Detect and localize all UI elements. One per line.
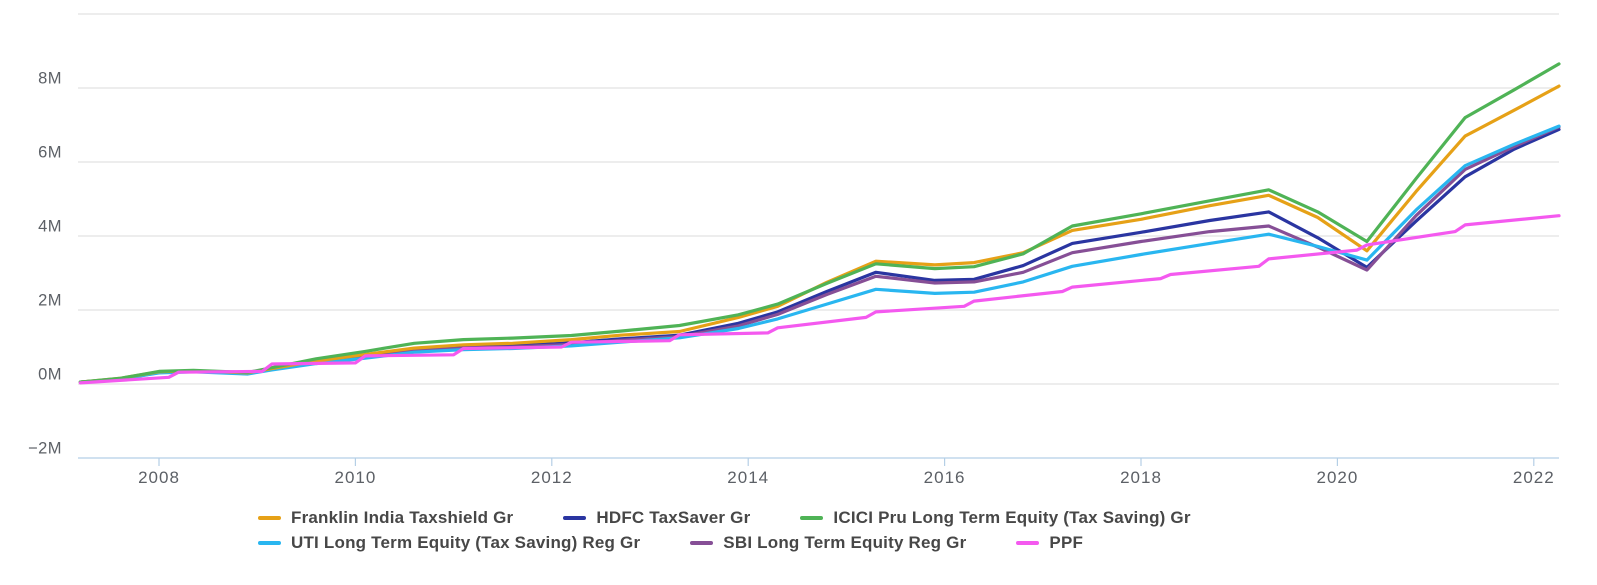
legend-label-icici-pru-long-term-equity-tax-saving-gr: ICICI Pru Long Term Equity (Tax Saving) … <box>833 508 1191 527</box>
x-axis-label-2016: 2016 <box>924 468 966 487</box>
x-axis-label-2008: 2008 <box>138 468 180 487</box>
legend-item-ppf[interactable]: PPF <box>1016 533 1083 553</box>
y-axis-label-4M: 4M <box>38 217 62 235</box>
y-axis-label-2M: 2M <box>38 291 62 309</box>
legend-item-sbi-long-term-equity-reg-gr[interactable]: SBI Long Term Equity Reg Gr <box>690 533 966 553</box>
series-line-icici-pru-long-term-equity-tax-saving-gr[interactable] <box>78 62 1561 384</box>
x-axis-label-2022: 2022 <box>1513 468 1555 487</box>
legend-label-sbi-long-term-equity-reg-gr: SBI Long Term Equity Reg Gr <box>723 533 967 552</box>
legend-swatch-icici-pru-long-term-equity-tax-saving-gr <box>800 516 824 520</box>
legend-swatch-uti-long-term-equity-tax-saving-reg-gr <box>258 541 281 545</box>
x-axis-label-2010: 2010 <box>334 468 376 487</box>
legend-row-2: UTI Long Term Equity (Tax Saving) Reg Gr… <box>258 533 1191 553</box>
legend-item-icici-pru-long-term-equity-tax-saving-gr[interactable]: ICICI Pru Long Term Equity (Tax Saving) … <box>800 508 1190 528</box>
series-line-ppf[interactable] <box>78 214 1561 385</box>
series-line-sbi-long-term-equity-reg-gr[interactable] <box>78 125 1561 384</box>
legend-swatch-hdfc-taxsaver-gr <box>563 516 587 520</box>
y-axis-label-8M: 8M <box>38 69 62 87</box>
legend-swatch-ppf <box>1016 541 1040 545</box>
x-axis-label-2020: 2020 <box>1316 468 1358 487</box>
legend: Franklin India Taxshield Gr HDFC TaxSaver… <box>258 508 1191 553</box>
series-line-franklin-india-taxshield-gr[interactable] <box>78 84 1561 384</box>
series-line-uti-long-term-equity-tax-saving-reg-gr[interactable] <box>78 124 1561 384</box>
legend-item-hdfc-taxsaver-gr[interactable]: HDFC TaxSaver Gr <box>563 508 750 528</box>
y-axis-label-6M: 6M <box>38 143 62 161</box>
legend-label-hdfc-taxsaver-gr: HDFC TaxSaver Gr <box>596 508 751 527</box>
legend-item-franklin-india-taxshield-gr[interactable]: Franklin India Taxshield Gr <box>258 508 513 528</box>
legend-item-uti-long-term-equity-tax-saving-reg-gr[interactable]: UTI Long Term Equity (Tax Saving) Reg Gr <box>258 533 640 553</box>
x-axis-label-2018: 2018 <box>1120 468 1162 487</box>
x-axis-label-2012: 2012 <box>531 468 573 487</box>
legend-label-uti-long-term-equity-tax-saving-reg-gr: UTI Long Term Equity (Tax Saving) Reg Gr <box>291 533 641 552</box>
legend-label-franklin-india-taxshield-gr: Franklin India Taxshield Gr <box>291 508 514 527</box>
legend-swatch-sbi-long-term-equity-reg-gr <box>690 541 714 545</box>
y-axis-label-0M: 0M <box>38 365 62 383</box>
legend-row-1: Franklin India Taxshield Gr HDFC TaxSaver… <box>258 508 1191 528</box>
y-axis-label-−2M: −2M <box>28 439 62 457</box>
x-axis-label-2014: 2014 <box>727 468 769 487</box>
plot-svg: 8M 6M 4M 2M 0M −2M 2008 2010 2012 2014 2016 2018 202… <box>28 13 1561 487</box>
legend-swatch-franklin-india-taxshield-gr <box>258 516 281 520</box>
legend-label-ppf: PPF <box>1049 533 1084 552</box>
